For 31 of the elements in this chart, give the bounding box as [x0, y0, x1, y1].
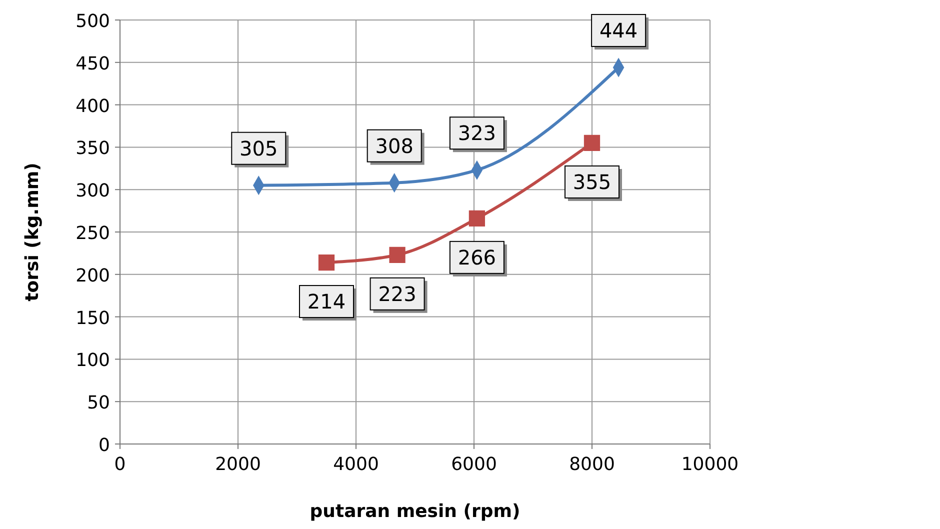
data-label: 266 — [458, 245, 496, 270]
y-tick-label: 400 — [76, 96, 110, 117]
y-tick-label: 0 — [98, 435, 110, 456]
data-label: 355 — [572, 170, 612, 194]
data-label: 223 — [378, 282, 416, 306]
data-label: 214 — [307, 290, 346, 314]
data-label: 305 — [240, 136, 278, 160]
y-tick-label: 300 — [76, 180, 110, 202]
x-tick-label: 0 — [114, 454, 126, 475]
x-tick-label: 8000 — [569, 454, 615, 475]
y-tick-label: 200 — [76, 265, 110, 286]
y-tick-label: 500 — [76, 11, 110, 32]
x-tick-label: 6000 — [451, 454, 497, 475]
x-axis-title: putaran mesin (rpm) — [310, 501, 520, 522]
data-label: 323 — [458, 121, 496, 146]
y-tick-label: 50 — [87, 392, 110, 414]
point — [318, 254, 335, 271]
x-tick-label: 4000 — [333, 454, 379, 475]
x-tick-label: 10000 — [681, 454, 739, 475]
y-tick-label: 150 — [76, 308, 110, 329]
y-tick-label: 100 — [76, 350, 110, 372]
y-tick-label: 350 — [76, 138, 110, 160]
y-tick-label: 450 — [76, 53, 110, 74]
point — [584, 134, 600, 152]
y-tick-label: 250 — [76, 223, 110, 244]
point — [389, 246, 406, 263]
data-label: 444 — [599, 18, 638, 42]
data-label: 308 — [375, 134, 414, 158]
y-axis-title: torsi (kg.mm) — [22, 162, 43, 302]
point — [468, 210, 486, 226]
x-tick-label: 2000 — [215, 454, 261, 475]
